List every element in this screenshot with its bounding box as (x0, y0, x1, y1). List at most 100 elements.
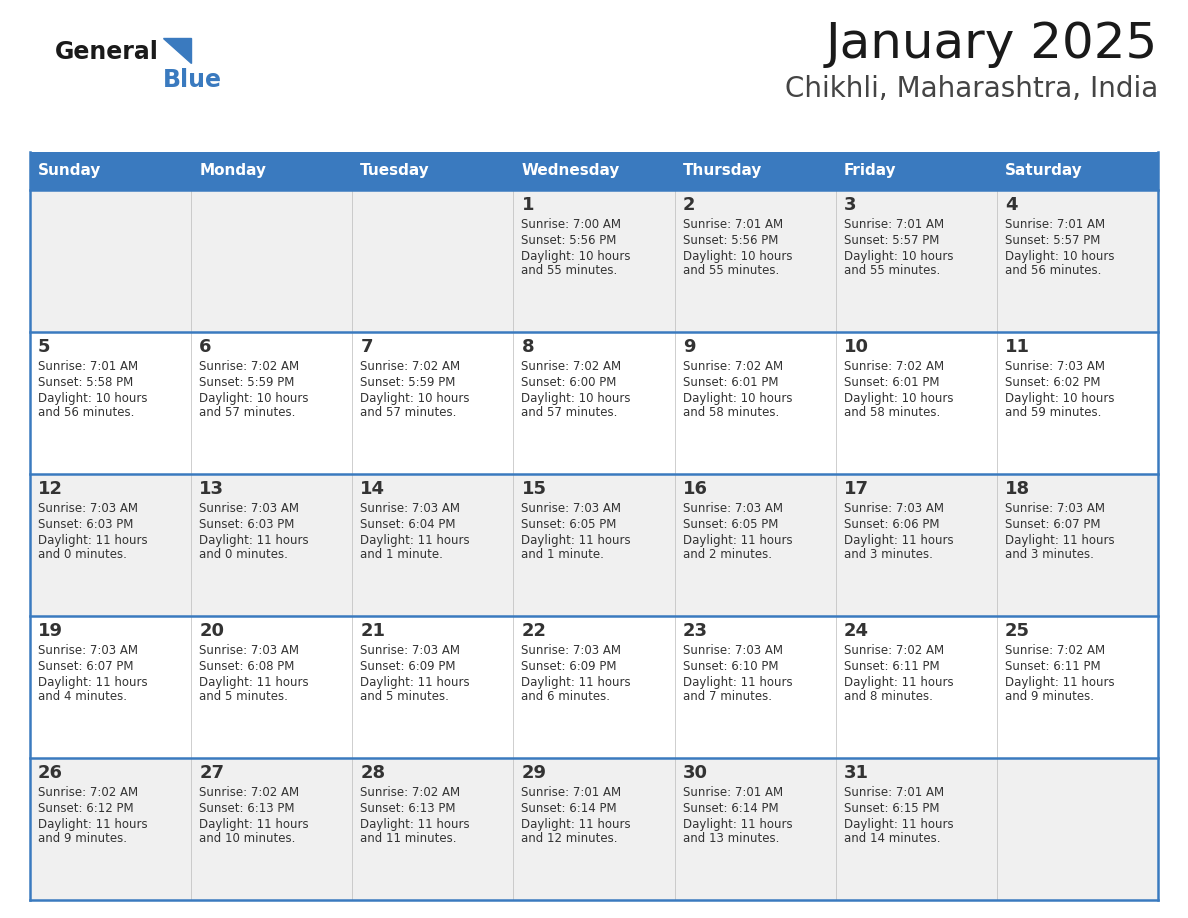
Text: Sunrise: 7:02 AM: Sunrise: 7:02 AM (360, 360, 461, 373)
Text: and 0 minutes.: and 0 minutes. (200, 548, 287, 561)
Bar (30, 332, 191, 474)
Text: and 3 minutes.: and 3 minutes. (843, 548, 933, 561)
Bar (675, 474, 835, 616)
Text: Sunrise: 7:03 AM: Sunrise: 7:03 AM (683, 644, 783, 657)
Bar (191, 332, 353, 474)
Text: 16: 16 (683, 480, 708, 498)
Text: Sunset: 6:07 PM: Sunset: 6:07 PM (1005, 518, 1100, 531)
Text: Sunset: 6:10 PM: Sunset: 6:10 PM (683, 660, 778, 673)
Text: Sunset: 6:06 PM: Sunset: 6:06 PM (843, 518, 940, 531)
Text: 19: 19 (38, 622, 63, 640)
Bar (353, 190, 513, 332)
Text: Daylight: 10 hours: Daylight: 10 hours (1005, 250, 1114, 263)
Text: Sunrise: 7:03 AM: Sunrise: 7:03 AM (360, 644, 460, 657)
Text: Sunset: 6:15 PM: Sunset: 6:15 PM (843, 802, 940, 815)
Text: Sunset: 6:09 PM: Sunset: 6:09 PM (522, 660, 617, 673)
Text: Daylight: 10 hours: Daylight: 10 hours (200, 392, 309, 405)
Polygon shape (163, 38, 191, 63)
Text: Sunset: 6:04 PM: Sunset: 6:04 PM (360, 518, 456, 531)
Text: Sunrise: 7:03 AM: Sunrise: 7:03 AM (200, 502, 299, 515)
Bar (835, 758, 997, 900)
Text: Daylight: 11 hours: Daylight: 11 hours (522, 818, 631, 831)
Bar (675, 758, 835, 900)
Text: 18: 18 (1005, 480, 1030, 498)
Text: Sunrise: 7:03 AM: Sunrise: 7:03 AM (38, 502, 138, 515)
Text: Daylight: 10 hours: Daylight: 10 hours (522, 250, 631, 263)
Text: Sunrise: 7:02 AM: Sunrise: 7:02 AM (200, 360, 299, 373)
Text: General: General (55, 40, 159, 64)
Text: 13: 13 (200, 480, 225, 498)
Text: Sunrise: 7:01 AM: Sunrise: 7:01 AM (1005, 218, 1105, 231)
Text: Daylight: 11 hours: Daylight: 11 hours (38, 818, 147, 831)
Text: Daylight: 10 hours: Daylight: 10 hours (843, 250, 953, 263)
Text: and 5 minutes.: and 5 minutes. (200, 690, 287, 703)
Text: and 3 minutes.: and 3 minutes. (1005, 548, 1094, 561)
Bar (30, 758, 191, 900)
Text: and 4 minutes.: and 4 minutes. (38, 690, 127, 703)
Text: Daylight: 11 hours: Daylight: 11 hours (38, 676, 147, 689)
Text: and 2 minutes.: and 2 minutes. (683, 548, 772, 561)
Text: Daylight: 10 hours: Daylight: 10 hours (522, 392, 631, 405)
Text: Friday: Friday (843, 163, 897, 178)
Text: Daylight: 11 hours: Daylight: 11 hours (360, 534, 470, 547)
Bar (353, 332, 513, 474)
Text: 11: 11 (1005, 338, 1030, 356)
Text: Chikhli, Maharashtra, India: Chikhli, Maharashtra, India (785, 75, 1158, 103)
Text: 17: 17 (843, 480, 868, 498)
Text: and 57 minutes.: and 57 minutes. (522, 406, 618, 419)
Text: 15: 15 (522, 480, 546, 498)
Text: 28: 28 (360, 764, 385, 782)
Bar (513, 616, 675, 758)
Text: and 59 minutes.: and 59 minutes. (1005, 406, 1101, 419)
Text: and 57 minutes.: and 57 minutes. (200, 406, 296, 419)
Text: Sunset: 6:00 PM: Sunset: 6:00 PM (522, 376, 617, 389)
Text: and 9 minutes.: and 9 minutes. (38, 832, 127, 845)
Bar (997, 152, 1158, 190)
Text: Sunrise: 7:01 AM: Sunrise: 7:01 AM (38, 360, 138, 373)
Bar (353, 474, 513, 616)
Text: Sunrise: 7:03 AM: Sunrise: 7:03 AM (200, 644, 299, 657)
Text: 31: 31 (843, 764, 868, 782)
Text: 14: 14 (360, 480, 385, 498)
Text: and 58 minutes.: and 58 minutes. (843, 406, 940, 419)
Text: 21: 21 (360, 622, 385, 640)
Text: 29: 29 (522, 764, 546, 782)
Text: Daylight: 11 hours: Daylight: 11 hours (1005, 534, 1114, 547)
Text: Sunset: 6:03 PM: Sunset: 6:03 PM (38, 518, 133, 531)
Text: Daylight: 10 hours: Daylight: 10 hours (843, 392, 953, 405)
Text: and 14 minutes.: and 14 minutes. (843, 832, 940, 845)
Text: Daylight: 11 hours: Daylight: 11 hours (843, 818, 954, 831)
Text: Sunset: 6:13 PM: Sunset: 6:13 PM (200, 802, 295, 815)
Bar (513, 474, 675, 616)
Text: Sunset: 6:13 PM: Sunset: 6:13 PM (360, 802, 456, 815)
Text: Daylight: 11 hours: Daylight: 11 hours (522, 676, 631, 689)
Text: 9: 9 (683, 338, 695, 356)
Text: Daylight: 11 hours: Daylight: 11 hours (683, 534, 792, 547)
Text: 4: 4 (1005, 196, 1017, 214)
Text: and 56 minutes.: and 56 minutes. (1005, 264, 1101, 277)
Text: Sunrise: 7:01 AM: Sunrise: 7:01 AM (522, 786, 621, 799)
Text: Sunrise: 7:02 AM: Sunrise: 7:02 AM (360, 786, 461, 799)
Text: Sunrise: 7:01 AM: Sunrise: 7:01 AM (683, 786, 783, 799)
Text: 8: 8 (522, 338, 535, 356)
Bar (835, 152, 997, 190)
Text: Sunset: 6:02 PM: Sunset: 6:02 PM (1005, 376, 1100, 389)
Text: 5: 5 (38, 338, 51, 356)
Text: Sunrise: 7:03 AM: Sunrise: 7:03 AM (522, 644, 621, 657)
Text: Saturday: Saturday (1005, 163, 1082, 178)
Text: Daylight: 11 hours: Daylight: 11 hours (522, 534, 631, 547)
Text: Sunset: 6:07 PM: Sunset: 6:07 PM (38, 660, 133, 673)
Text: 3: 3 (843, 196, 857, 214)
Text: 27: 27 (200, 764, 225, 782)
Text: and 12 minutes.: and 12 minutes. (522, 832, 618, 845)
Text: Daylight: 11 hours: Daylight: 11 hours (200, 818, 309, 831)
Text: Sunset: 6:05 PM: Sunset: 6:05 PM (522, 518, 617, 531)
Text: Sunrise: 7:02 AM: Sunrise: 7:02 AM (1005, 644, 1105, 657)
Text: Sunrise: 7:02 AM: Sunrise: 7:02 AM (843, 644, 944, 657)
Text: Tuesday: Tuesday (360, 163, 430, 178)
Text: Sunset: 6:01 PM: Sunset: 6:01 PM (843, 376, 940, 389)
Text: Sunset: 5:56 PM: Sunset: 5:56 PM (683, 234, 778, 247)
Text: and 5 minutes.: and 5 minutes. (360, 690, 449, 703)
Text: Sunrise: 7:00 AM: Sunrise: 7:00 AM (522, 218, 621, 231)
Text: Daylight: 11 hours: Daylight: 11 hours (200, 534, 309, 547)
